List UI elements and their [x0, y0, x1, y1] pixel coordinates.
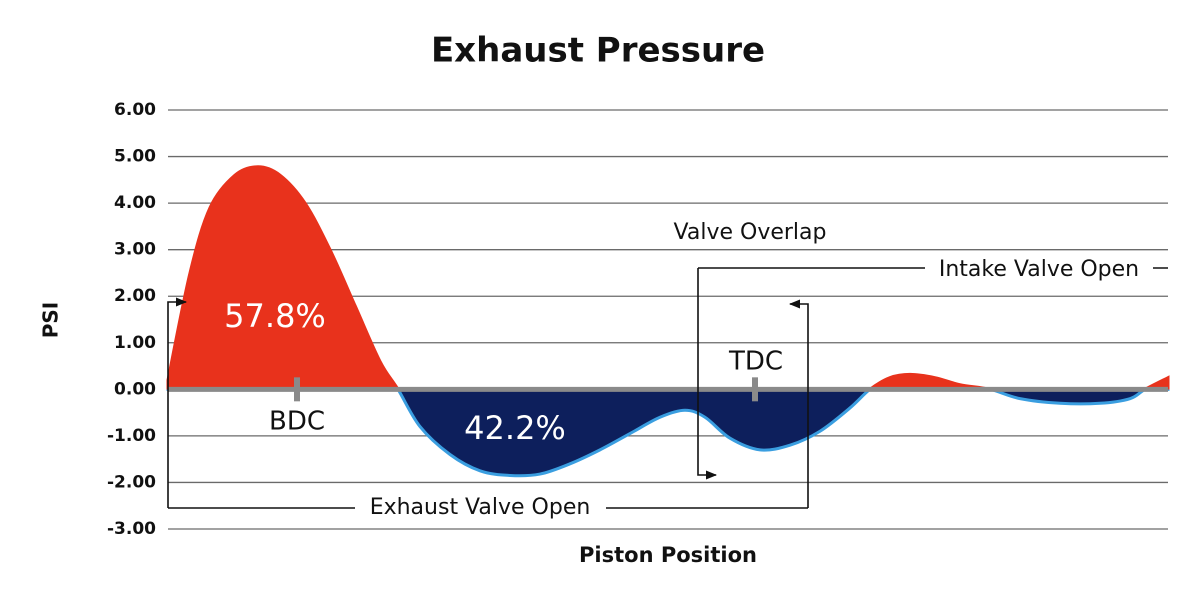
tdc-label: TDC	[728, 347, 783, 377]
y-tick-label: 4.00	[114, 193, 156, 213]
y-tick-label: 2.00	[114, 286, 156, 306]
bracket	[167, 297, 188, 508]
bracket	[788, 299, 809, 508]
annotation: Intake Valve Open	[939, 257, 1139, 282]
bdc-label: BDC	[269, 407, 325, 437]
y-tick-label: -1.00	[107, 426, 156, 446]
tdc-marker	[752, 377, 758, 402]
y-tick-label: 5.00	[114, 147, 156, 167]
y-tick-label: 3.00	[114, 240, 156, 260]
y-tick-label: -2.00	[107, 472, 156, 492]
bdc-marker	[294, 377, 300, 402]
annotation: Valve Overlap	[674, 220, 827, 245]
bracket	[697, 268, 718, 480]
share-label: 57.8%	[224, 297, 326, 335]
chart-title: Exhaust Pressure	[431, 31, 765, 71]
x-axis-label: Piston Position	[579, 543, 757, 567]
y-tick-label: -3.00	[107, 519, 156, 539]
y-tick-label: 0.00	[114, 379, 156, 399]
share-label: 42.2%	[464, 409, 566, 447]
y-tick-label: 6.00	[114, 100, 156, 120]
y-tick-label: 1.00	[114, 333, 156, 353]
annotation: Exhaust Valve Open	[370, 495, 591, 520]
plot-area: 6.00 5.00 4.00 3.00 2.00 1.00 0.00 -1.00 -2.00 -3…	[107, 100, 1170, 539]
annotations: 57.8% 42.2% BDC TDC Valve Overlap Intake…	[167, 220, 1168, 520]
y-axis-label: PSI	[39, 302, 63, 339]
